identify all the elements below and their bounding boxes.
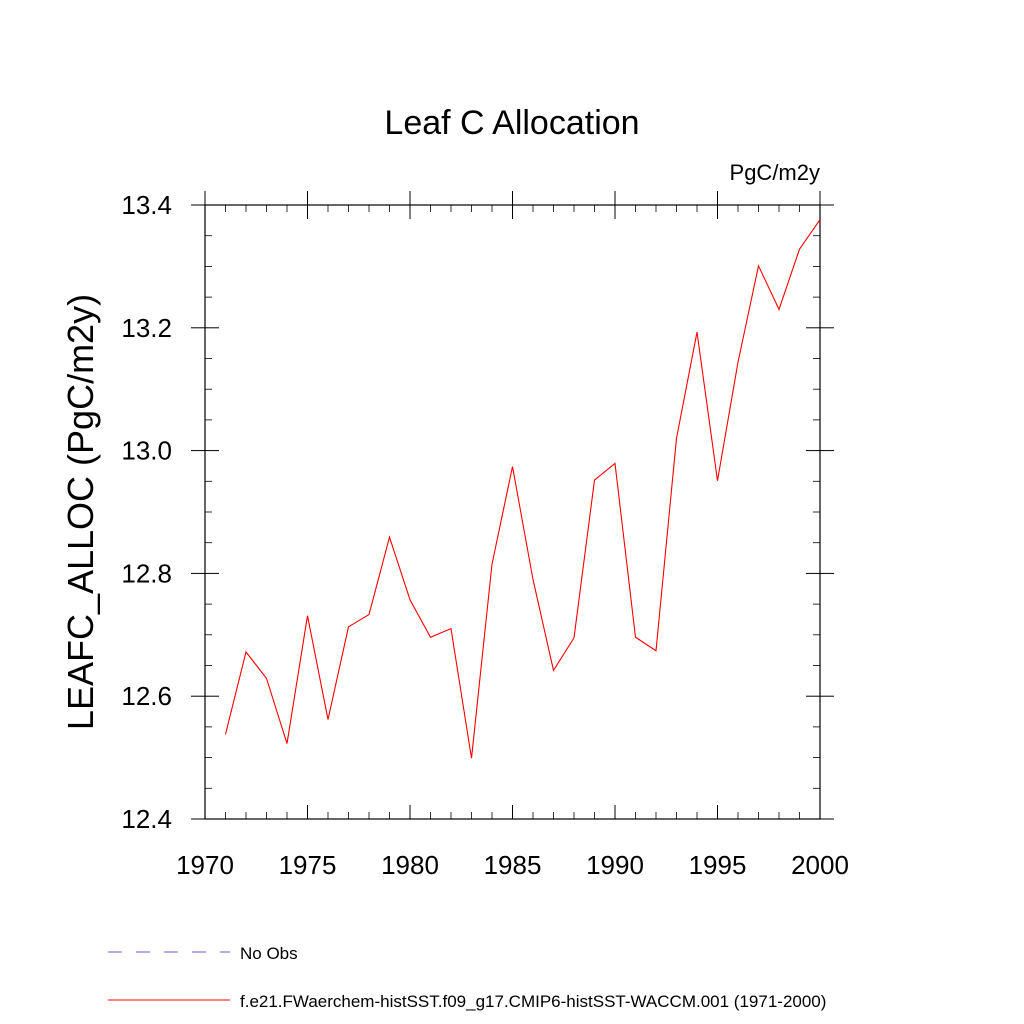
x-tick-label: 1995 xyxy=(689,850,747,880)
legend: No Obs f.e21.FWaerchem-histSST.f09_g17.C… xyxy=(108,944,826,1011)
x-tick-label: 1990 xyxy=(586,850,644,880)
x-tick-label: 1980 xyxy=(381,850,439,880)
y-axis-label: LEAFC_ALLOC (PgC/m2y) xyxy=(60,294,101,730)
x-tick-label: 1975 xyxy=(279,850,337,880)
series-line xyxy=(224,219,821,759)
plot-frame xyxy=(204,204,821,820)
y-tick-label: 12.8 xyxy=(121,558,172,588)
chart-title: Leaf C Allocation xyxy=(384,104,639,142)
y-tick-label: 13.2 xyxy=(121,313,172,343)
legend-label: No Obs xyxy=(240,944,298,963)
legend-label: f.e21.FWaerchem-histSST.f09_g17.CMIP6-hi… xyxy=(240,992,826,1011)
y-tick-label: 12.4 xyxy=(121,804,172,834)
x-tick-label: 1985 xyxy=(484,850,542,880)
units-label: PgC/m2y xyxy=(730,160,820,185)
x-tick-label: 1970 xyxy=(176,850,234,880)
x-tick-label: 2000 xyxy=(791,850,849,880)
y-tick-label: 13.0 xyxy=(121,436,172,466)
y-tick-label: 12.6 xyxy=(121,681,172,711)
y-tick-label: 13.4 xyxy=(121,190,172,220)
